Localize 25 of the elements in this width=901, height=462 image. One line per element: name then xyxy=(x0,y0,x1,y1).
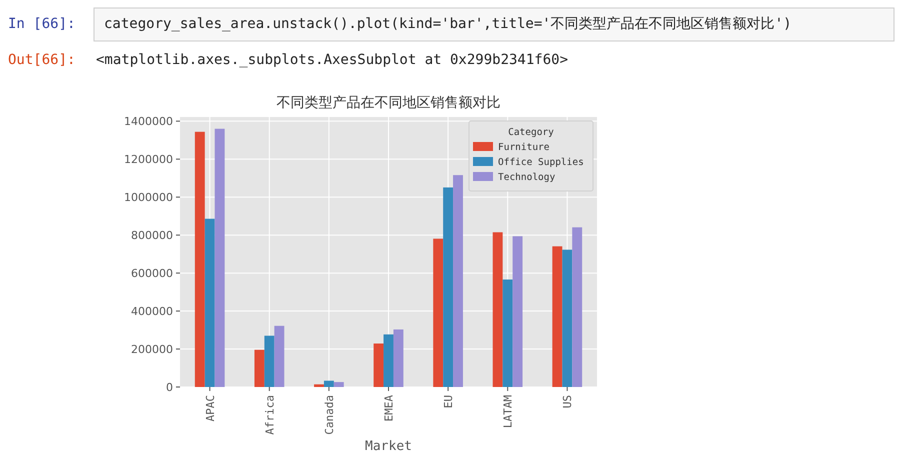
x-tick-label: Canada xyxy=(322,395,336,435)
y-tick-label: 1400000 xyxy=(124,115,173,128)
y-tick-label: 400000 xyxy=(131,305,173,318)
y-tick-label: 600000 xyxy=(131,267,173,280)
annotation: Out[66]: xyxy=(8,52,76,68)
x-tick-label: Africa xyxy=(263,395,276,435)
y-tick-label: 0 xyxy=(166,381,173,394)
x-tick-label: APAC xyxy=(204,395,217,422)
legend-title: Category xyxy=(508,127,554,138)
chart-title: 不同类型产品在不同地区销售额对比 xyxy=(276,95,500,111)
y-tick-label: 1000000 xyxy=(124,191,173,204)
x-tick-label: EMEA xyxy=(382,394,396,422)
y-tick-label: 200000 xyxy=(131,343,173,356)
annotation: <matplotlib.axes._subplots.AxesSubplot at 0x299b2341f60> xyxy=(96,52,568,68)
x-tick-label: LATAM xyxy=(502,394,515,428)
legend-label: Technology xyxy=(498,172,556,183)
x-tick-label: EU xyxy=(442,395,456,408)
annotation: category_sales_area.unstack().plot(kind='bar',title='不同类型产品在不同地区销售额对比') xyxy=(104,16,792,32)
annotation: In [66]: xyxy=(8,16,76,32)
legend-label: Office Supplies xyxy=(498,157,584,168)
x-axis-title: Market xyxy=(365,439,412,454)
legend-label: Furniture xyxy=(498,142,550,153)
y-tick-label: 800000 xyxy=(131,229,173,242)
y-tick-label: 1200000 xyxy=(124,153,173,166)
x-tick-label: US xyxy=(561,395,574,408)
